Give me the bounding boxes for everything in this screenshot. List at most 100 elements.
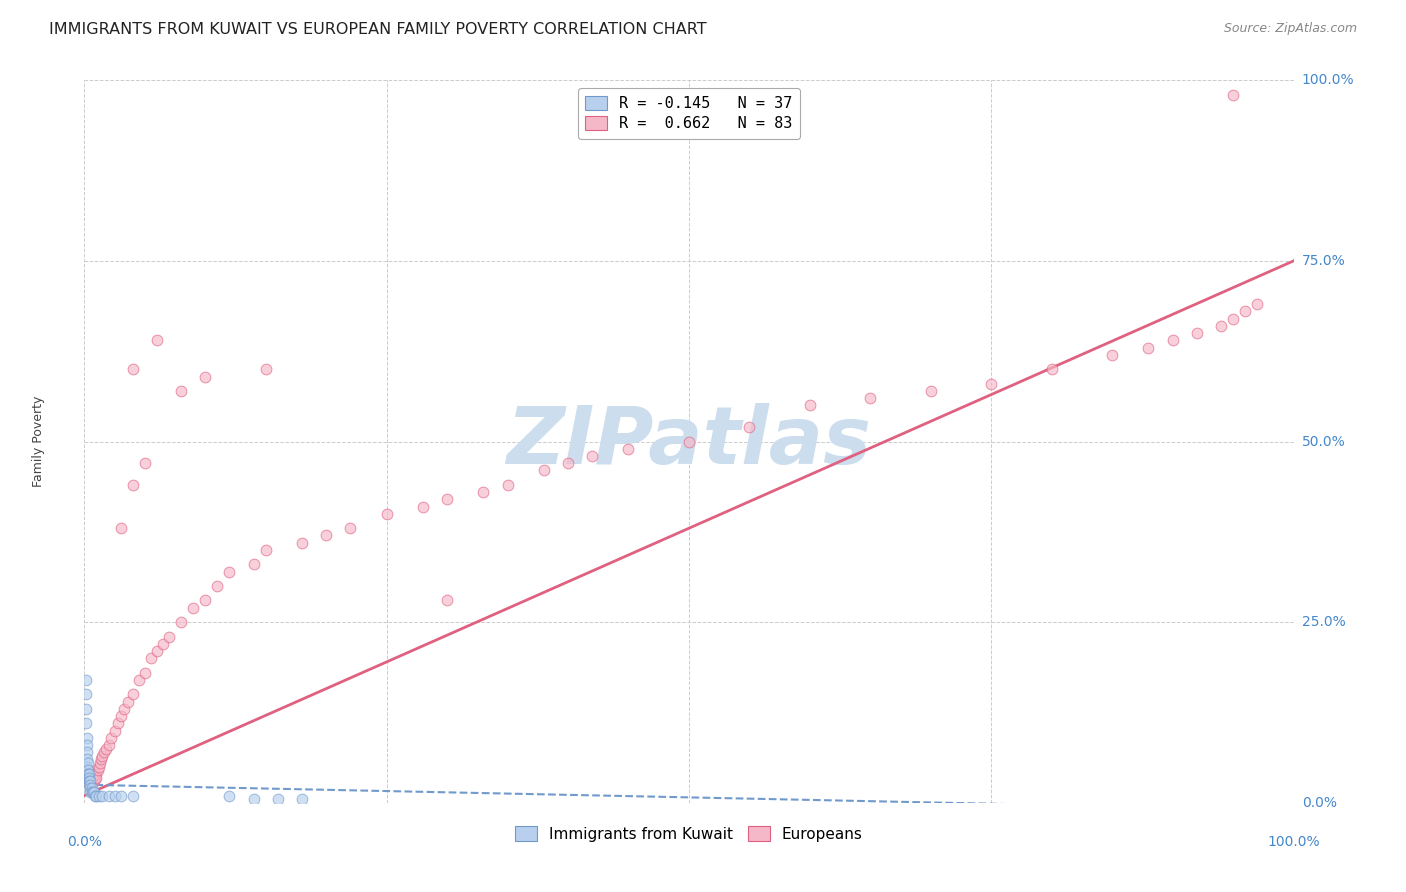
Point: [84, 789, 107, 803]
Text: 75.0%: 75.0%: [1302, 254, 1346, 268]
Point: [83, 774, 105, 789]
Point: [86, 764, 108, 778]
Point: [496, 478, 519, 492]
Point: [77, 767, 100, 781]
Point: [617, 442, 640, 456]
Point: [77, 774, 100, 789]
Point: [75, 687, 97, 701]
Point: [254, 362, 277, 376]
Point: [121, 687, 143, 701]
Point: [267, 792, 290, 806]
Point: [75, 767, 97, 781]
Point: [1222, 311, 1244, 326]
Point: [254, 542, 277, 557]
Point: [79, 778, 101, 792]
Point: [194, 593, 217, 607]
Point: [375, 507, 398, 521]
Point: [121, 362, 143, 376]
Point: [75, 774, 97, 789]
Point: [82, 771, 104, 785]
Point: [117, 695, 139, 709]
Point: [87, 760, 110, 774]
Point: [110, 789, 132, 803]
Point: [557, 456, 579, 470]
Point: [79, 781, 101, 796]
Point: [859, 391, 882, 405]
Text: ZIPatlas: ZIPatlas: [506, 402, 872, 481]
Text: 100.0%: 100.0%: [1267, 835, 1320, 849]
Point: [104, 789, 127, 803]
Point: [97, 789, 120, 803]
Point: [86, 789, 108, 803]
Point: [79, 774, 101, 789]
Point: [76, 745, 98, 759]
Point: [170, 384, 193, 398]
Point: [77, 774, 100, 789]
Point: [79, 771, 101, 785]
Point: [291, 792, 314, 806]
Point: [218, 789, 240, 803]
Point: [146, 644, 169, 658]
Point: [104, 723, 127, 738]
Point: [112, 702, 135, 716]
Point: [91, 748, 114, 763]
Point: [110, 521, 132, 535]
Point: [533, 463, 555, 477]
Point: [76, 738, 98, 752]
Point: [75, 673, 97, 687]
Point: [89, 756, 111, 770]
Point: [1185, 326, 1208, 340]
Point: [107, 716, 129, 731]
Point: [121, 789, 143, 803]
Point: [799, 398, 821, 412]
Point: [87, 789, 110, 803]
Point: [738, 420, 761, 434]
Legend: R = -0.145   N = 37, R =  0.662   N = 83: R = -0.145 N = 37, R = 0.662 N = 83: [578, 88, 800, 139]
Point: [139, 651, 162, 665]
Point: [84, 771, 107, 785]
Point: [77, 778, 100, 792]
Point: [412, 500, 434, 514]
Point: [76, 731, 98, 745]
Point: [1137, 341, 1160, 355]
Point: [76, 752, 98, 766]
Point: [1209, 318, 1232, 333]
Point: [97, 738, 120, 752]
Point: [242, 792, 264, 806]
Point: [77, 756, 100, 770]
Point: [1222, 87, 1244, 102]
Point: [1040, 362, 1063, 376]
Point: [80, 767, 103, 781]
Point: [77, 771, 100, 785]
Point: [94, 741, 117, 756]
Point: [315, 528, 337, 542]
Text: Family Poverty: Family Poverty: [32, 396, 45, 487]
Text: 50.0%: 50.0%: [1302, 434, 1346, 449]
Point: [1101, 348, 1123, 362]
Point: [128, 673, 150, 687]
Point: [82, 785, 104, 799]
Point: [146, 334, 169, 348]
Point: [90, 752, 112, 766]
Point: [80, 774, 103, 789]
Point: [678, 434, 700, 449]
Text: Source: ZipAtlas.com: Source: ZipAtlas.com: [1223, 22, 1357, 36]
Point: [1234, 304, 1257, 318]
Point: [77, 767, 100, 781]
Point: [86, 767, 108, 781]
Point: [77, 767, 100, 781]
Text: 0.0%: 0.0%: [67, 835, 101, 849]
Point: [472, 485, 495, 500]
Point: [339, 521, 361, 535]
Point: [581, 449, 603, 463]
Point: [291, 535, 314, 549]
Point: [83, 785, 105, 799]
Point: [91, 789, 114, 803]
Point: [920, 384, 942, 398]
Point: [75, 716, 97, 731]
Point: [207, 579, 229, 593]
Text: 25.0%: 25.0%: [1302, 615, 1346, 629]
Text: 0.0%: 0.0%: [1302, 796, 1337, 810]
Point: [980, 376, 1002, 391]
Point: [134, 665, 156, 680]
